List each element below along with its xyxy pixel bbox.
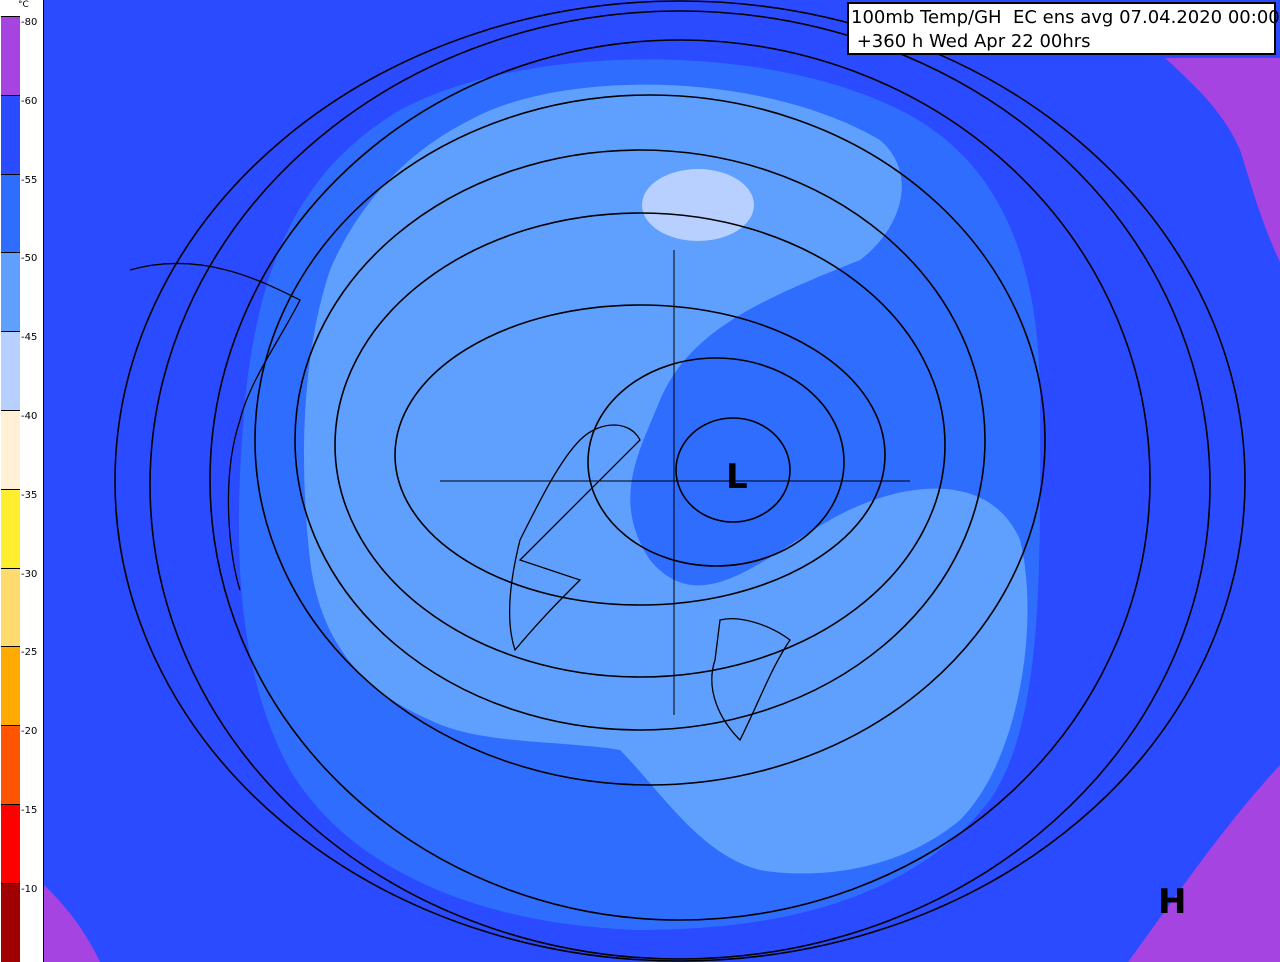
temp-band-50 (304, 84, 1028, 874)
graticule (440, 250, 910, 715)
contour-line (675, 417, 791, 523)
legend-tick-label: -50 (21, 253, 38, 265)
legend-swatch (1, 882, 20, 962)
legend-swatch (1, 567, 20, 648)
legend-swatch (1, 488, 20, 569)
contour-line (254, 94, 1046, 786)
contour-line (334, 212, 946, 678)
legend-tick-label: -40 (21, 411, 38, 422)
legend-swatch (1, 646, 20, 727)
purple-region-ne (1165, 58, 1280, 262)
legend-unit: °C (18, 0, 29, 10)
greenland-coast (508, 424, 641, 652)
title-line-1: 100mb Temp/GH EC ens avg 07.04.2020 00:0… (851, 7, 1280, 28)
contour-line (209, 39, 1151, 921)
legend-tick-label: -45 (21, 332, 38, 344)
legend-tick-label: -15 (21, 805, 38, 816)
legend-swatch (1, 331, 20, 411)
contour-line (587, 357, 845, 567)
temperature-legend: °C -80 -60 -55 -50 -45 -40 -35 -30 -25 -20 -15 -10 (0, 0, 44, 962)
legend-tick-label: -25 (21, 647, 38, 659)
purple-region-se (1128, 765, 1280, 962)
weather-map: L H (44, 0, 1280, 962)
purple-region-sw (44, 885, 100, 962)
map-title-box: 100mb Temp/GH EC ens avg 07.04.2020 00:0… (847, 2, 1280, 55)
high-pressure-label: H (1158, 882, 1186, 922)
legend-tick-label: -20 (21, 726, 38, 738)
scandinavia-coast (711, 618, 791, 742)
legend-swatch (1, 804, 20, 884)
height-contours (114, 0, 1246, 962)
contour-line (294, 149, 986, 731)
legend-swatch (1, 16, 20, 96)
temp-band-45 (642, 169, 754, 241)
legend-swatch (1, 173, 20, 254)
legend-swatch (1, 94, 20, 175)
legend-tick-label: -30 (21, 568, 38, 580)
legend-tick-label: -55 (21, 174, 38, 186)
legend-tick-label: -35 (21, 489, 38, 501)
legend-tick-label: -60 (21, 95, 38, 107)
legend-swatch (1, 410, 20, 490)
legend-swatch (1, 252, 20, 333)
contour-line (149, 10, 1211, 960)
legend-swatch (1, 725, 20, 805)
legend-tick-label: -10 (21, 883, 38, 895)
contour-line (394, 304, 886, 606)
low-pressure-label: L (726, 457, 748, 497)
contour-line (114, 0, 1246, 962)
title-line-2: +360 h Wed Apr 22 00hrs (851, 31, 1091, 52)
coastlines (129, 262, 791, 742)
alaska-coast (129, 262, 301, 591)
legend-tick-label: -80 (21, 17, 38, 28)
